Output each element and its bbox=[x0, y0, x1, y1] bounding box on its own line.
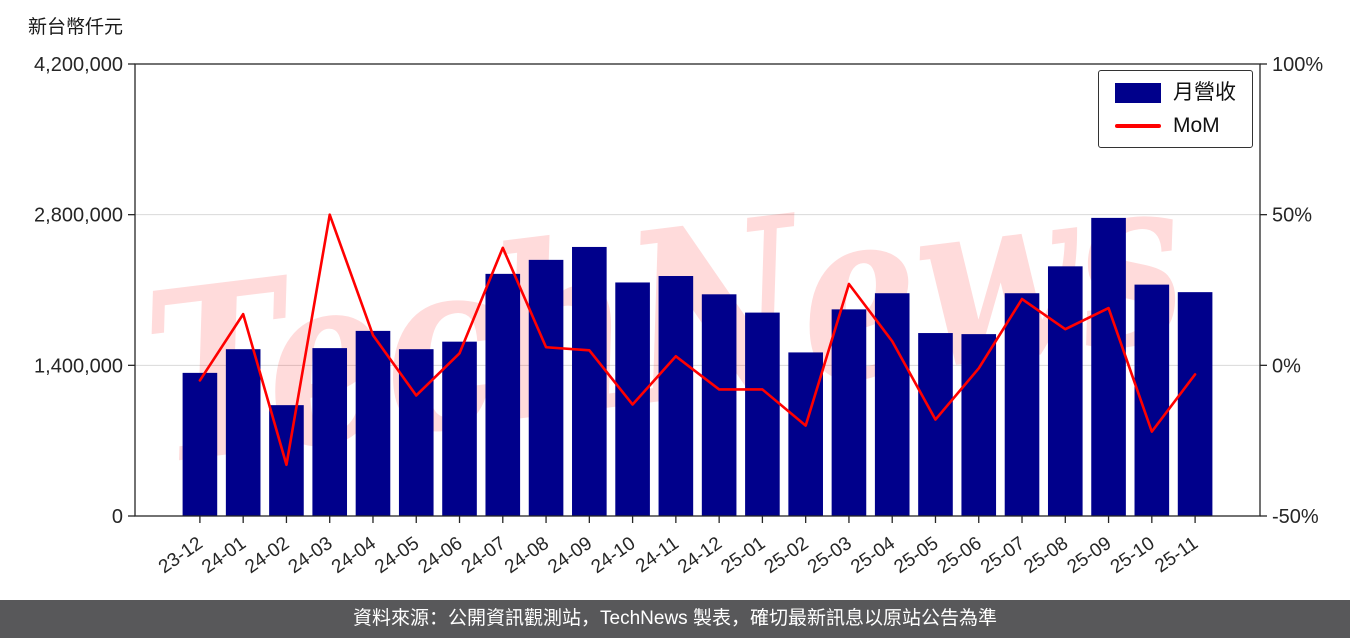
x-tick-label: 24-04 bbox=[328, 533, 380, 578]
bar-25-06 bbox=[961, 334, 997, 516]
right-tick-label: 50% bbox=[1272, 205, 1312, 227]
x-tick-label: 24-05 bbox=[371, 533, 423, 578]
bar-24-11 bbox=[658, 276, 694, 516]
x-tick-label: 24-08 bbox=[501, 533, 553, 578]
legend: 月營收 MoM bbox=[1098, 70, 1253, 148]
x-tick-label: 25-05 bbox=[890, 533, 942, 578]
plot-border bbox=[134, 63, 1261, 517]
bar-23-12 bbox=[182, 372, 218, 516]
bar-24-12 bbox=[701, 294, 737, 516]
bar-24-01 bbox=[225, 349, 261, 516]
bar-25-09 bbox=[1091, 217, 1126, 516]
bar-25-03 bbox=[831, 309, 867, 516]
bar-24-03 bbox=[312, 348, 348, 516]
bar-24-06 bbox=[442, 341, 477, 516]
x-tick-label: 25-04 bbox=[847, 533, 899, 578]
x-tick-label: 23-12 bbox=[155, 533, 207, 578]
x-tick-label: 24-10 bbox=[588, 533, 640, 578]
x-tick-label: 25-06 bbox=[934, 533, 986, 578]
bar-25-02 bbox=[788, 352, 823, 516]
bar-25-07 bbox=[1004, 293, 1040, 516]
x-tick-label: 24-01 bbox=[198, 533, 250, 578]
x-tick-label: 24-09 bbox=[544, 533, 596, 578]
x-tick-label: 25-08 bbox=[1020, 533, 1072, 578]
x-tick-label: 24-03 bbox=[285, 533, 337, 578]
x-tick-label: 25-01 bbox=[717, 533, 769, 578]
bar-25-11 bbox=[1177, 292, 1213, 516]
x-tick-label: 24-02 bbox=[241, 533, 293, 578]
legend-item-revenue: 月營收 bbox=[1115, 82, 1236, 103]
legend-label-mom: MoM bbox=[1173, 114, 1220, 137]
left-tick-label: 4,200,000 bbox=[34, 54, 123, 76]
bar-24-07 bbox=[485, 273, 521, 516]
legend-item-mom: MoM bbox=[1115, 115, 1236, 136]
x-tick-label: 24-07 bbox=[458, 533, 510, 578]
bar-24-10 bbox=[615, 282, 650, 516]
x-tick-label: 25-09 bbox=[1064, 533, 1116, 578]
chart-svg: TechNews01,400,0002,800,0004,200,000-50%… bbox=[34, 54, 1323, 578]
bar-24-09 bbox=[572, 246, 607, 516]
x-tick-label: 25-10 bbox=[1107, 533, 1159, 578]
x-tick-label: 24-11 bbox=[632, 533, 683, 577]
legend-label-revenue: 月營收 bbox=[1173, 81, 1236, 104]
x-tick-label: 25-07 bbox=[977, 533, 1029, 578]
bar-24-08 bbox=[528, 259, 564, 516]
right-tick-label: 0% bbox=[1272, 355, 1301, 377]
right-tick-label: 100% bbox=[1272, 54, 1323, 76]
x-tick-label: 24-06 bbox=[415, 533, 467, 578]
y-axis-unit-label: 新台幣仟元 bbox=[28, 17, 124, 38]
x-tick-label: 25-02 bbox=[761, 533, 813, 578]
bar-25-08 bbox=[1047, 266, 1083, 516]
left-tick-label: 2,800,000 bbox=[34, 205, 123, 227]
left-tick-label: 1,400,000 bbox=[34, 355, 123, 377]
footer-source-note: 資料來源：公開資訊觀測站，TechNews 製表，確切最新訊息以原站公告為準 bbox=[0, 600, 1350, 638]
bar-25-01 bbox=[745, 312, 780, 516]
x-tick-label: 25-11 bbox=[1151, 533, 1202, 577]
bar-25-05 bbox=[918, 333, 953, 516]
mom-line bbox=[198, 213, 1197, 467]
right-tick-label: -50% bbox=[1272, 506, 1319, 528]
revenue-swatch bbox=[1115, 82, 1161, 103]
x-tick-label: 25-03 bbox=[804, 533, 856, 578]
mom-swatch bbox=[1115, 123, 1161, 128]
bar-24-05 bbox=[398, 349, 434, 516]
bar-25-04 bbox=[874, 293, 910, 516]
left-tick-label: 0 bbox=[112, 506, 123, 528]
bar-24-04 bbox=[355, 330, 391, 516]
x-tick-label: 24-12 bbox=[674, 533, 726, 578]
